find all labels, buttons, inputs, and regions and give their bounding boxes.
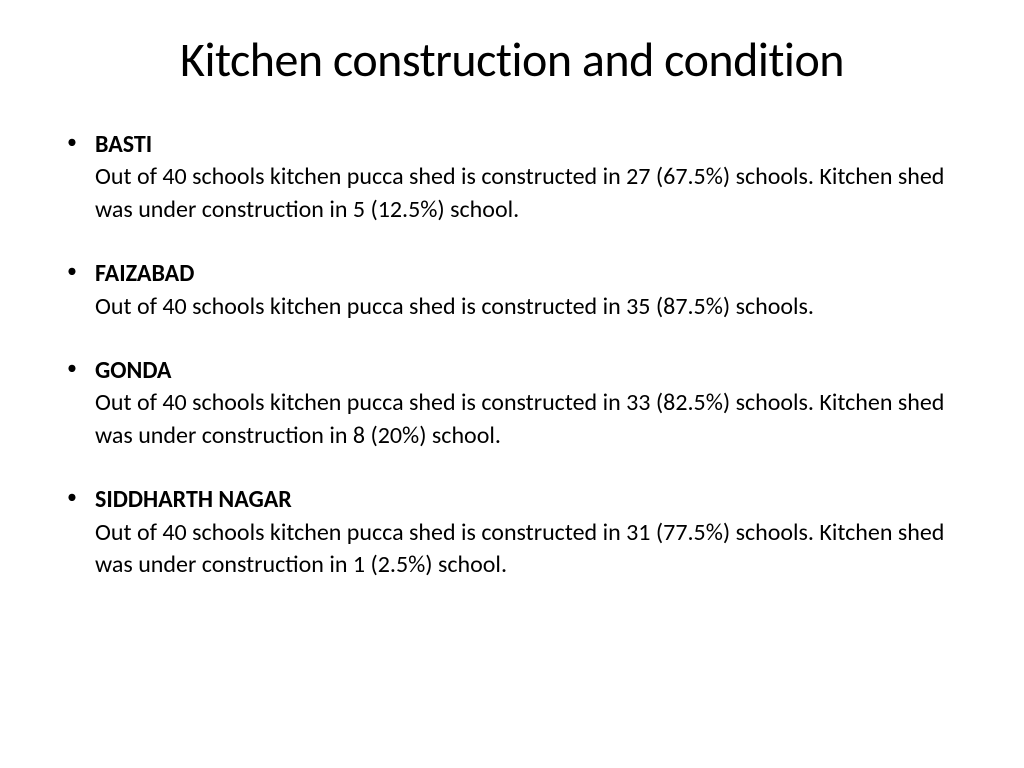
item-heading: SIDDHARTH NAGAR [95, 485, 292, 514]
item-body: Out of 40 schools kitchen pucca shed is … [95, 292, 814, 321]
slide-title: Kitchen construction and condition [60, 30, 964, 89]
item-body: Out of 40 schools kitchen pucca shed is … [95, 388, 944, 449]
list-item: BASTI Out of 40 schools kitchen pucca sh… [95, 129, 964, 226]
item-heading: BASTI [95, 130, 152, 159]
list-item: SIDDHARTH NAGAR Out of 40 schools kitche… [95, 484, 964, 581]
list-item: GONDA Out of 40 schools kitchen pucca sh… [95, 355, 964, 452]
item-heading: FAIZABAD [95, 259, 194, 288]
item-body: Out of 40 schools kitchen pucca shed is … [95, 518, 944, 579]
list-item: FAIZABAD Out of 40 schools kitchen pucca… [95, 258, 964, 323]
bullet-list: BASTI Out of 40 schools kitchen pucca sh… [60, 129, 964, 581]
item-heading: GONDA [95, 356, 171, 385]
item-body: Out of 40 schools kitchen pucca shed is … [95, 162, 944, 223]
